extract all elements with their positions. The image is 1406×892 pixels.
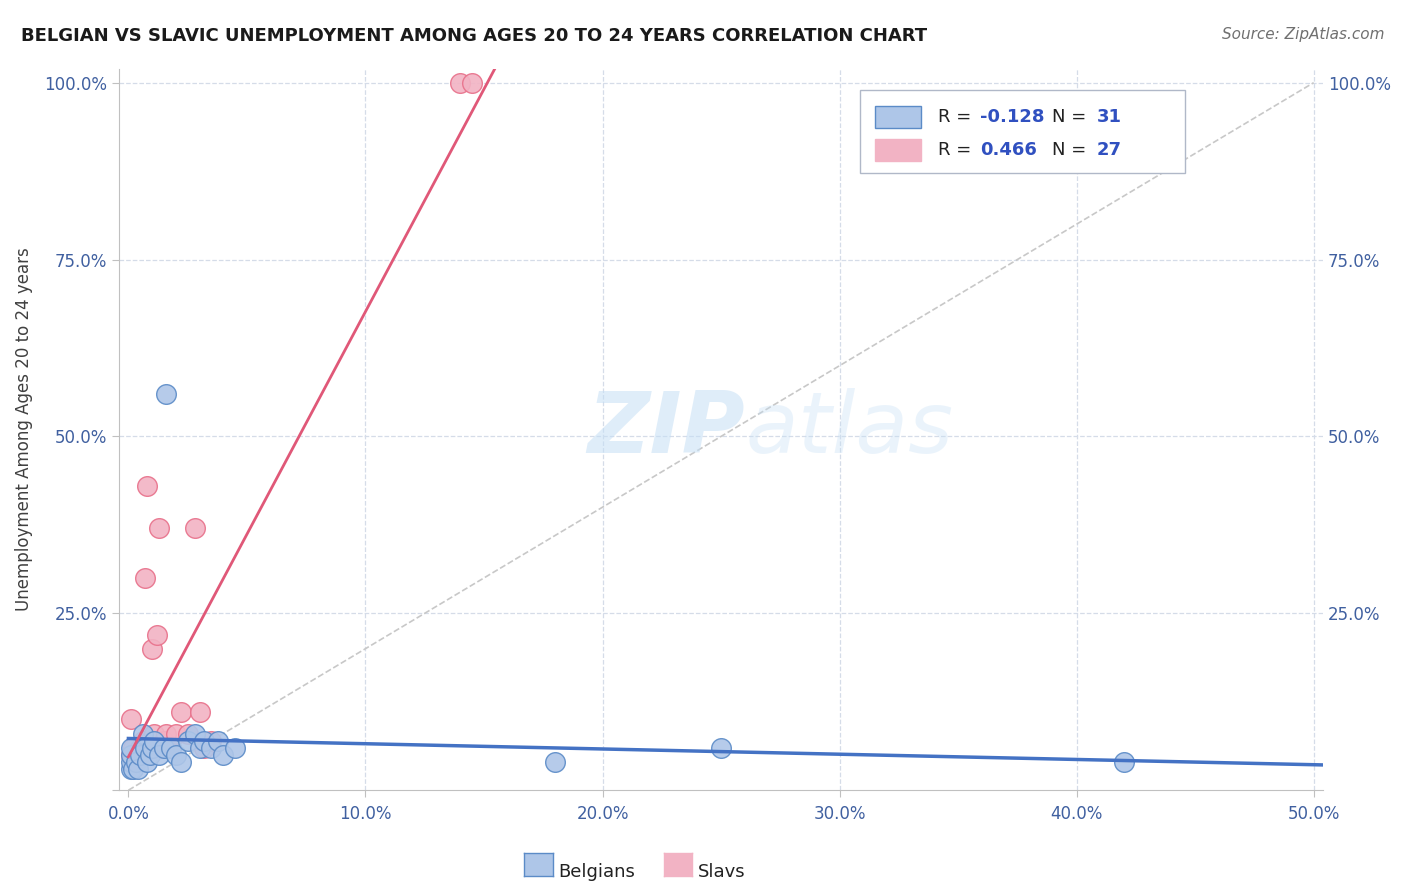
Point [449,76,471,90]
Point [124,755,146,769]
Point [120,762,142,776]
Text: Belgians: Belgians [558,863,636,881]
Point [127,747,149,762]
Point [120,713,142,727]
Point [150,740,173,755]
Point [120,747,142,762]
Point [141,641,163,656]
FancyBboxPatch shape [875,106,921,128]
Text: N =: N = [1052,108,1092,126]
Point [207,733,229,747]
Point [176,733,198,747]
Point [165,726,187,740]
Point [200,733,222,747]
FancyBboxPatch shape [875,139,921,161]
Text: N =: N = [1052,141,1092,159]
Point [122,762,145,776]
Text: R =: R = [938,141,977,159]
Point [136,479,159,493]
Point [184,726,207,740]
Point [143,726,166,740]
Point [136,755,159,769]
Point [160,740,183,755]
FancyBboxPatch shape [859,90,1185,173]
Point [165,747,187,762]
Point [224,740,246,755]
Text: 27: 27 [1097,141,1122,159]
Point [153,733,176,747]
Point [184,521,207,535]
Point [146,627,169,641]
Point [122,740,145,755]
Point [200,740,222,755]
Point [131,733,153,747]
Y-axis label: Unemployment Among Ages 20 to 24 years: Unemployment Among Ages 20 to 24 years [15,247,32,611]
Point [141,740,163,755]
Text: -0.128: -0.128 [980,108,1045,126]
Point [155,726,177,740]
Point [155,387,177,401]
Text: 31: 31 [1097,108,1122,126]
Text: Source: ZipAtlas.com: Source: ZipAtlas.com [1222,27,1385,42]
Text: 0.466: 0.466 [980,141,1036,159]
Point [193,733,215,747]
Point [212,747,235,762]
Point [544,755,567,769]
Point [188,740,211,755]
Point [138,733,160,747]
Point [120,740,142,755]
Text: BELGIAN VS SLAVIC UNEMPLOYMENT AMONG AGES 20 TO 24 YEARS CORRELATION CHART: BELGIAN VS SLAVIC UNEMPLOYMENT AMONG AGE… [21,27,927,45]
Point [129,747,152,762]
Point [153,740,176,755]
Point [176,726,198,740]
Point [134,740,156,755]
Point [134,571,156,585]
Point [169,706,191,720]
Point [138,747,160,762]
Point [120,747,142,762]
Point [710,740,733,755]
Point [188,706,211,720]
Point [169,755,191,769]
Point [193,740,215,755]
Point [148,747,170,762]
Point [131,726,153,740]
Point [129,740,152,755]
Point [160,740,183,755]
Text: ZIP: ZIP [588,388,745,471]
Text: Slavs: Slavs [697,863,745,881]
Point [143,733,166,747]
Text: R =: R = [938,108,977,126]
Point [120,755,142,769]
Text: atlas: atlas [745,388,953,471]
Point [148,521,170,535]
Point [461,76,484,90]
Point [1112,755,1135,769]
Point [124,755,146,769]
Point [127,762,149,776]
